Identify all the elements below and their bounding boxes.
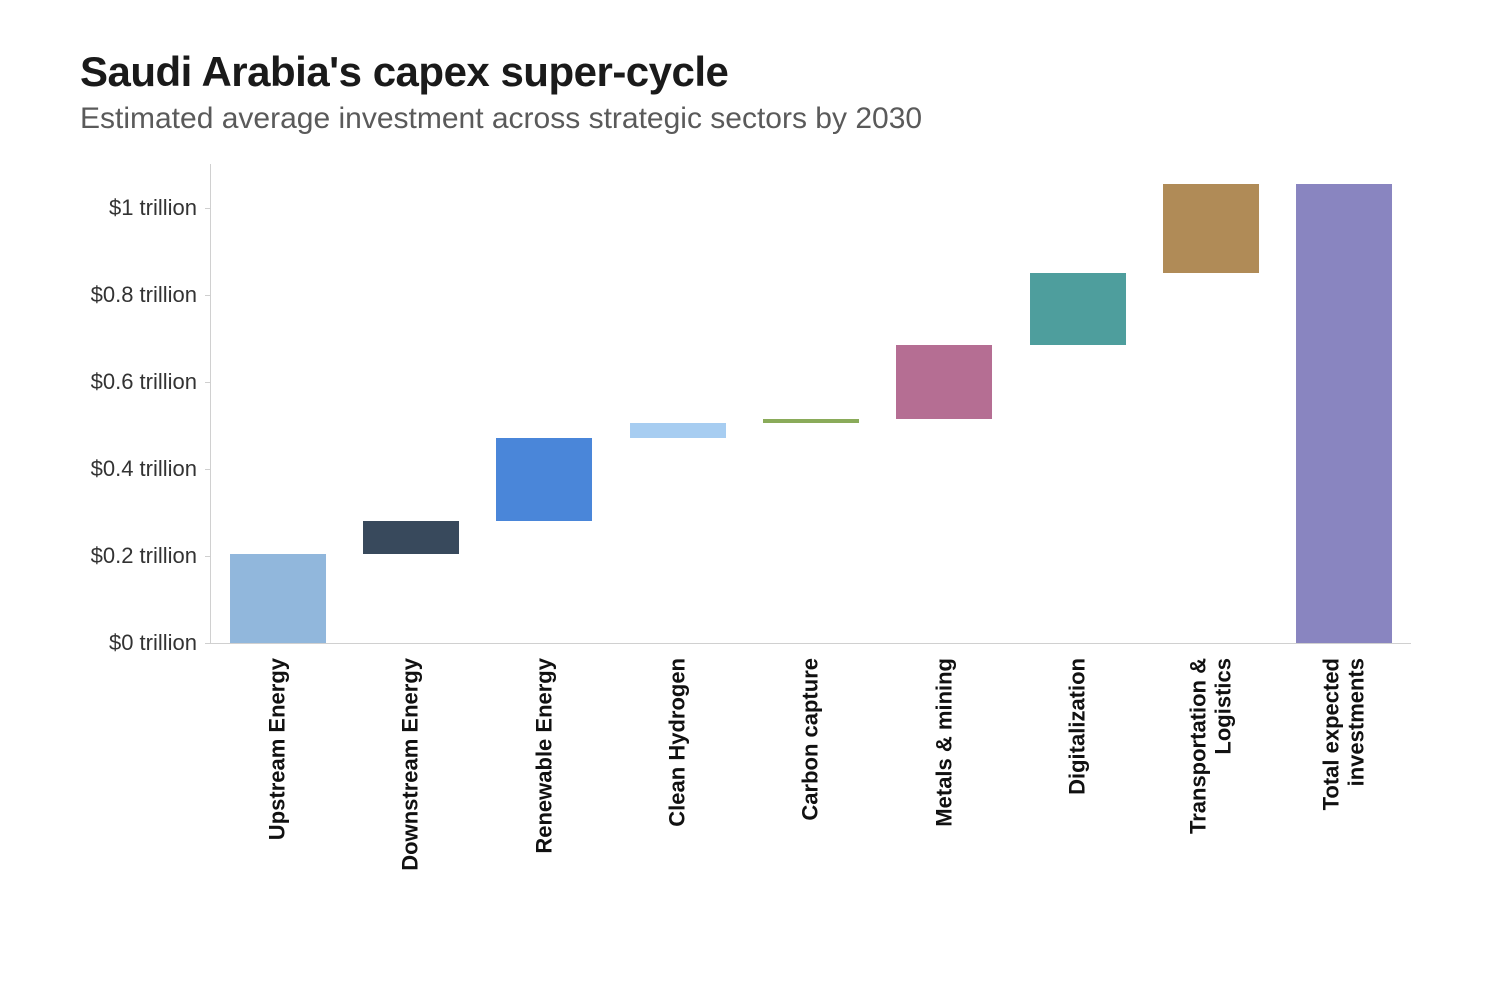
bar-segment bbox=[363, 521, 459, 554]
x-axis-category-label: Transportation &Logistics bbox=[1186, 658, 1237, 918]
x-label-slot: Metals & mining bbox=[877, 644, 1010, 944]
chart-title: Saudi Arabia's capex super-cycle bbox=[80, 48, 1431, 96]
y-axis-label: $0.8 trillion bbox=[91, 282, 211, 308]
x-axis-category-label: Digitalization bbox=[1065, 658, 1090, 795]
bar-segment bbox=[630, 423, 726, 438]
x-label-slot: Clean Hydrogen bbox=[610, 644, 743, 944]
x-axis-category-label: Downstream Energy bbox=[398, 658, 423, 871]
bar-slot bbox=[344, 164, 477, 643]
x-label-slot: Carbon capture bbox=[744, 644, 877, 944]
x-label-slot: Downstream Energy bbox=[343, 644, 476, 944]
y-axis-label: $0.6 trillion bbox=[91, 369, 211, 395]
bar-slot bbox=[1011, 164, 1144, 643]
x-axis-category-label: Carbon capture bbox=[798, 658, 823, 821]
bar-segment bbox=[896, 345, 992, 419]
chart-subtitle: Estimated average investment across stra… bbox=[80, 102, 1431, 136]
x-axis-category-label: Metals & mining bbox=[931, 658, 956, 827]
bar-slot bbox=[1278, 164, 1411, 643]
chart-page: Saudi Arabia's capex super-cycle Estimat… bbox=[0, 0, 1511, 1004]
x-axis-category-label: Total expectedinvestments bbox=[1319, 658, 1370, 918]
y-axis-label: $0 trillion bbox=[109, 630, 211, 656]
x-label-slot: Total expectedinvestments bbox=[1278, 644, 1411, 944]
bar-segment bbox=[1163, 184, 1259, 273]
chart-container: $0 trillion $0.2 trillion $0.4 trillion $0.… bbox=[80, 164, 1431, 944]
bar-slot bbox=[1144, 164, 1277, 643]
x-label-slot: Transportation &Logistics bbox=[1144, 644, 1277, 944]
bar-slot bbox=[478, 164, 611, 643]
bar-total bbox=[1296, 184, 1392, 643]
x-axis-category-label: Renewable Energy bbox=[531, 658, 556, 854]
y-axis-label: $1 trillion bbox=[109, 195, 211, 221]
bar-slot bbox=[611, 164, 744, 643]
x-label-slot: Upstream Energy bbox=[210, 644, 343, 944]
y-axis-label: $0.4 trillion bbox=[91, 456, 211, 482]
bar-segment bbox=[763, 419, 859, 423]
plot-area: $0 trillion$0.2 trillion$0.4 trillion$0.… bbox=[210, 164, 1411, 644]
x-label-slot: Digitalization bbox=[1011, 644, 1144, 944]
bar-segment bbox=[1030, 273, 1126, 345]
bar-slot bbox=[878, 164, 1011, 643]
bars-layer bbox=[211, 164, 1411, 643]
x-axis-category-label: Upstream Energy bbox=[264, 658, 289, 840]
bar-slot bbox=[211, 164, 344, 643]
y-axis-label: $0.2 trillion bbox=[91, 543, 211, 569]
bar-slot bbox=[744, 164, 877, 643]
bar-segment bbox=[230, 554, 326, 643]
x-axis-category-label: Clean Hydrogen bbox=[664, 658, 689, 827]
x-axis-labels: Upstream Energy Downstream Energy Renewabl… bbox=[210, 644, 1411, 944]
bar-segment bbox=[496, 438, 592, 521]
x-label-slot: Renewable Energy bbox=[477, 644, 610, 944]
